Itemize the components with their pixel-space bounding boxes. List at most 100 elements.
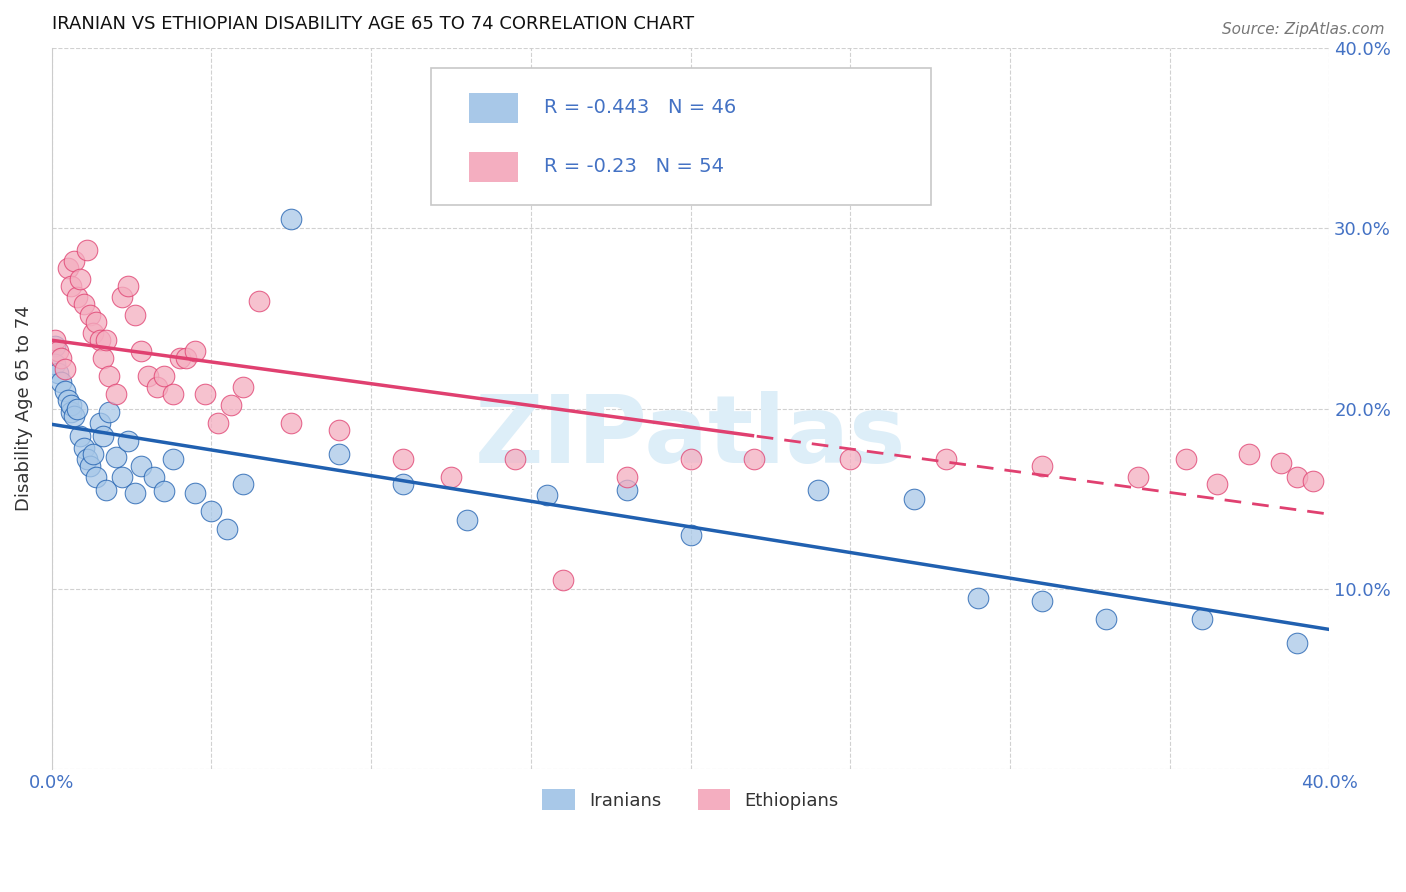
Legend: Iranians, Ethiopians: Iranians, Ethiopians: [536, 782, 846, 817]
Point: [184, 486, 207, 500]
Point: [1286, 470, 1309, 484]
Point: [328, 446, 350, 460]
Point: [935, 452, 957, 467]
Point: [1206, 477, 1229, 491]
Point: [69, 428, 91, 442]
Point: [129, 343, 152, 358]
Point: [46, 343, 69, 358]
Point: [89, 416, 111, 430]
Point: [56, 261, 79, 276]
Point: [194, 387, 217, 401]
Point: [89, 333, 111, 347]
Point: [51, 375, 73, 389]
Point: [86, 315, 108, 329]
Point: [76, 243, 98, 257]
Point: [1286, 635, 1309, 649]
Point: [1239, 446, 1261, 460]
Point: [679, 452, 702, 467]
Point: [117, 279, 139, 293]
Point: [59, 279, 82, 293]
Point: [129, 459, 152, 474]
Point: [280, 212, 302, 227]
Point: [616, 483, 638, 497]
Point: [44, 338, 66, 352]
Point: [79, 308, 101, 322]
Point: [66, 401, 89, 416]
Point: [967, 591, 990, 605]
Point: [124, 308, 146, 322]
Point: [104, 387, 127, 401]
Point: [392, 452, 415, 467]
Point: [174, 351, 197, 365]
Point: [73, 297, 96, 311]
Point: [903, 491, 925, 506]
Point: [744, 452, 766, 467]
Y-axis label: Disability Age 65 to 74: Disability Age 65 to 74: [15, 306, 32, 511]
FancyBboxPatch shape: [470, 152, 517, 182]
Point: [152, 484, 174, 499]
Point: [169, 351, 191, 365]
Point: [53, 362, 76, 376]
Point: [53, 384, 76, 398]
Point: [59, 405, 82, 419]
Point: [91, 428, 114, 442]
Point: [73, 441, 96, 455]
Point: [82, 446, 104, 460]
Point: [1031, 594, 1053, 608]
Text: R = -0.23   N = 54: R = -0.23 N = 54: [544, 157, 724, 176]
Point: [232, 380, 254, 394]
Point: [217, 522, 239, 536]
Point: [616, 470, 638, 484]
Point: [44, 357, 66, 371]
Point: [219, 398, 242, 412]
Point: [63, 409, 86, 423]
Point: [51, 351, 73, 365]
Point: [392, 477, 415, 491]
Point: [146, 380, 169, 394]
Point: [456, 513, 478, 527]
Point: [207, 416, 229, 430]
Point: [807, 483, 830, 497]
FancyBboxPatch shape: [470, 93, 517, 122]
Text: R = -0.443   N = 46: R = -0.443 N = 46: [544, 98, 735, 117]
Point: [1191, 612, 1213, 626]
Point: [44, 333, 66, 347]
Point: [94, 483, 117, 497]
Point: [124, 486, 146, 500]
Point: [66, 290, 89, 304]
Point: [117, 434, 139, 448]
Point: [551, 573, 574, 587]
Point: [162, 452, 184, 467]
Point: [839, 452, 862, 467]
Text: ZIPatlas: ZIPatlas: [475, 392, 907, 483]
Point: [280, 416, 302, 430]
Point: [1302, 474, 1324, 488]
Point: [152, 369, 174, 384]
Point: [142, 470, 165, 484]
Point: [98, 405, 121, 419]
Point: [94, 333, 117, 347]
Text: IRANIAN VS ETHIOPIAN DISABILITY AGE 65 TO 74 CORRELATION CHART: IRANIAN VS ETHIOPIAN DISABILITY AGE 65 T…: [52, 15, 695, 33]
Point: [679, 527, 702, 541]
Point: [111, 290, 134, 304]
Point: [136, 369, 159, 384]
Point: [247, 293, 270, 308]
Point: [46, 366, 69, 380]
Point: [59, 398, 82, 412]
Point: [200, 504, 222, 518]
Point: [98, 369, 121, 384]
Point: [536, 488, 558, 502]
Point: [1094, 612, 1116, 626]
Point: [1126, 470, 1149, 484]
Point: [63, 253, 86, 268]
Point: [79, 459, 101, 474]
Point: [184, 343, 207, 358]
Point: [104, 450, 127, 465]
Point: [1174, 452, 1197, 467]
Point: [328, 423, 350, 437]
Point: [1270, 456, 1292, 470]
Point: [232, 477, 254, 491]
Point: [503, 452, 526, 467]
Point: [69, 272, 91, 286]
Point: [111, 470, 134, 484]
